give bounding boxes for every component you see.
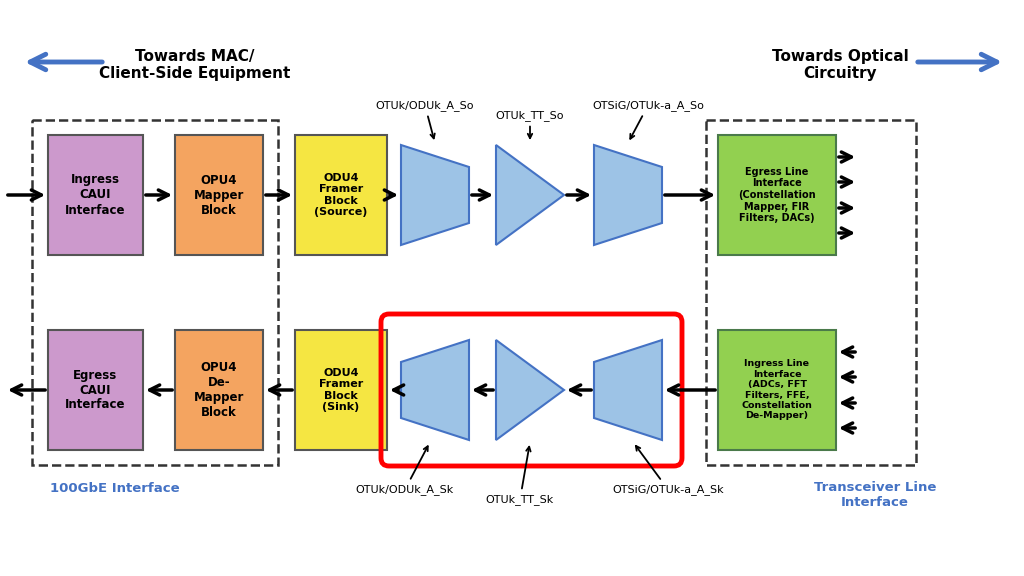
Text: OTUk/ODUk_A_Sk: OTUk/ODUk_A_Sk <box>356 446 454 495</box>
Text: Egress Line
Interface
(Constellation
Mapper, FIR
Filters, DACs): Egress Line Interface (Constellation Map… <box>738 167 816 223</box>
Text: ODU4
Framer
Block
(Source): ODU4 Framer Block (Source) <box>314 173 368 217</box>
Text: OTSiG/OTUk-a_A_Sk: OTSiG/OTUk-a_A_Sk <box>612 446 724 495</box>
Text: OTSiG/OTUk-a_A_So: OTSiG/OTUk-a_A_So <box>592 100 703 139</box>
Text: Towards Optical
Circuitry: Towards Optical Circuitry <box>772 49 908 81</box>
Bar <box>718 135 836 255</box>
Text: Transceiver Line
Interface: Transceiver Line Interface <box>814 481 936 509</box>
Bar <box>175 135 263 255</box>
Text: OTUk_TT_So: OTUk_TT_So <box>496 110 564 138</box>
Bar <box>32 120 278 465</box>
Polygon shape <box>594 340 662 440</box>
Text: OTUk_TT_Sk: OTUk_TT_Sk <box>485 447 554 505</box>
Bar <box>718 330 836 450</box>
Text: Egress
CAUI
Interface: Egress CAUI Interface <box>65 369 125 411</box>
Text: Ingress Line
Interface
(ADCs, FFT
Filters, FFE,
Constellation
De-Mapper): Ingress Line Interface (ADCs, FFT Filter… <box>741 359 812 420</box>
Text: ODU4
Framer
Block
(Sink): ODU4 Framer Block (Sink) <box>318 367 364 412</box>
Bar <box>48 135 143 255</box>
Text: 100GbE Interface: 100GbE Interface <box>50 482 180 495</box>
Text: OPU4
Mapper
Block: OPU4 Mapper Block <box>194 173 244 217</box>
Polygon shape <box>401 340 469 440</box>
Polygon shape <box>496 340 564 440</box>
Polygon shape <box>401 145 469 245</box>
Text: Towards MAC/
Client-Side Equipment: Towards MAC/ Client-Side Equipment <box>99 49 291 81</box>
Text: Ingress
CAUI
Interface: Ingress CAUI Interface <box>65 173 125 217</box>
Bar <box>48 330 143 450</box>
Bar <box>175 330 263 450</box>
Text: OPU4
De-
Mapper
Block: OPU4 De- Mapper Block <box>194 361 244 419</box>
Bar <box>295 135 387 255</box>
Bar <box>295 330 387 450</box>
Text: OTUk/ODUk_A_So: OTUk/ODUk_A_So <box>376 100 474 138</box>
Polygon shape <box>594 145 662 245</box>
Bar <box>706 120 916 465</box>
Polygon shape <box>496 145 564 245</box>
